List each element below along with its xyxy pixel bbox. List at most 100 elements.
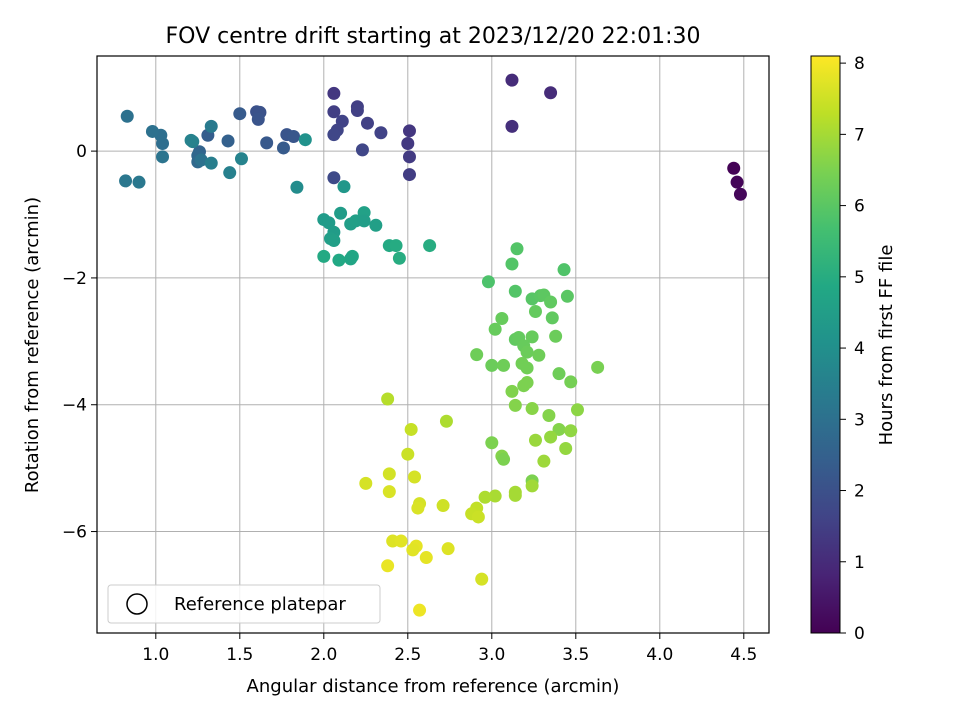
data-point [505,384,519,398]
x-tick-label: 1.0 [142,645,169,665]
data-point [552,422,566,436]
data-point [194,153,208,167]
data-point [510,242,524,256]
data-point [505,73,519,87]
data-point [525,402,539,416]
data-point [423,239,437,253]
data-point [485,358,499,372]
data-point [542,409,556,423]
data-point [337,180,351,194]
chart-title: FOV centre drift starting at 2023/12/20 … [166,24,701,49]
data-point [733,187,747,201]
data-point [402,150,416,164]
data-point [156,150,170,164]
data-points [119,73,747,617]
data-point [389,239,403,253]
data-point [119,174,133,188]
data-point [234,152,248,166]
data-point [184,133,198,147]
data-point [441,542,455,556]
data-point [559,441,573,455]
data-point [730,175,744,189]
data-point [439,414,453,428]
data-point [508,488,522,502]
data-point [470,348,484,362]
x-axis-ticks: 1.0 1.5 2.0 2.5 3.0 3.5 4.0 4.5 [142,633,757,665]
data-point [382,485,396,499]
data-point [355,143,369,157]
data-point [408,470,422,484]
data-point [402,168,416,182]
data-point [497,452,511,466]
data-point [360,116,374,130]
data-point [475,572,489,586]
data-point [251,112,265,126]
data-point [402,124,416,138]
data-point [344,252,358,266]
data-point [508,398,522,412]
colorbar-tick-label: 1 [854,553,865,573]
data-point [359,476,373,490]
data-point [528,433,542,447]
grid-lines [97,56,769,633]
data-point [287,130,301,144]
data-point [727,161,741,175]
legend: Reference platepar [107,584,381,624]
data-point [132,175,146,189]
data-point [497,358,511,372]
data-point [381,559,395,573]
x-tick-label: 1.5 [226,645,253,665]
data-point [544,86,558,100]
data-point [327,105,341,119]
colorbar [810,55,841,634]
data-point [525,479,539,493]
data-point [392,251,406,265]
data-point [549,329,563,343]
data-point [327,86,341,100]
data-point [508,284,522,298]
data-point [120,109,134,123]
data-point [221,134,235,148]
legend-label: Reference platepar [174,594,346,615]
x-tick-label: 2.5 [394,645,421,665]
data-point [525,330,539,344]
colorbar-tick-label: 5 [854,268,865,288]
colorbar-tick-label: 8 [854,54,865,74]
colorbar-tick-label: 3 [854,410,865,430]
y-tick-label: 0 [76,142,87,162]
data-point [334,206,348,220]
y-axis-label: Rotation from reference (arcmin) [22,197,43,493]
data-point [528,305,542,319]
x-tick-label: 3.5 [562,645,589,665]
data-point [382,467,396,481]
data-point [276,141,290,155]
data-point [544,295,558,309]
colorbar-label: Hours from first FF file [876,245,897,446]
data-point [520,345,534,359]
data-point [471,510,485,524]
x-tick-label: 3.0 [478,645,505,665]
data-point [488,489,502,503]
data-point [520,376,534,390]
x-axis-label: Angular distance from reference (arcmin) [247,676,620,697]
data-point [404,422,418,436]
data-point [369,218,383,232]
data-point [564,375,578,389]
legend-box [107,584,381,624]
data-point [350,104,364,118]
data-point [401,447,415,461]
data-point [436,499,450,513]
data-point [401,137,415,151]
data-point [495,312,509,326]
plot-frame [96,55,770,634]
x-tick-label: 4.0 [646,645,673,665]
colorbar-tick-label: 6 [854,197,865,217]
data-point [488,322,502,336]
data-point [233,107,247,121]
data-point [552,367,566,381]
data-point [290,180,304,194]
x-tick-label: 4.5 [730,645,757,665]
data-point [223,166,237,180]
data-point [505,257,519,271]
data-point [260,136,274,150]
